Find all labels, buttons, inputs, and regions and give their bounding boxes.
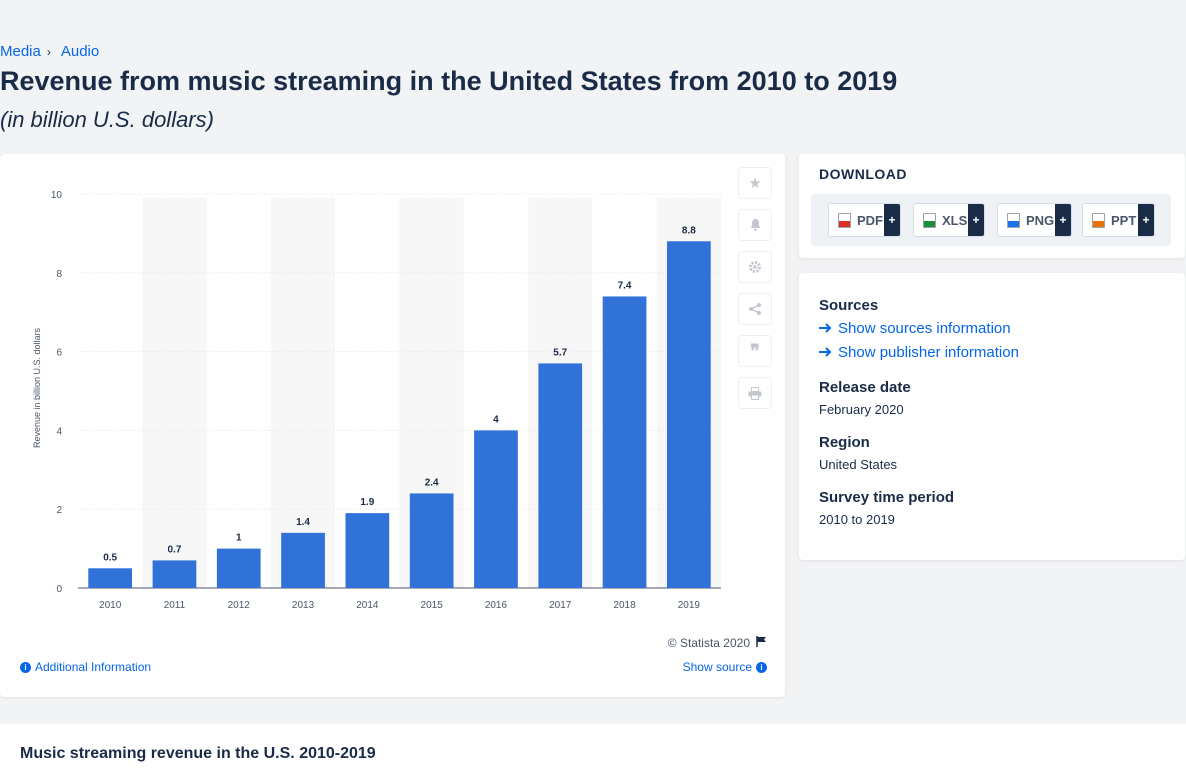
download-pdf-label: PDF bbox=[857, 212, 883, 228]
y-tick-label: 4 bbox=[56, 426, 62, 437]
x-tick-label: 2010 bbox=[99, 600, 122, 611]
data-label: 1.4 bbox=[296, 517, 310, 528]
bell-icon[interactable] bbox=[738, 209, 772, 241]
column-band bbox=[142, 198, 207, 588]
x-tick-label: 2017 bbox=[549, 600, 572, 611]
show-source-link[interactable]: Show source i bbox=[683, 660, 767, 674]
statistic-details-card: Sources Show sources information Show pu… bbox=[799, 273, 1185, 560]
x-tick-label: 2014 bbox=[356, 600, 379, 611]
survey-period-value: 2010 to 2019 bbox=[819, 512, 895, 527]
column-band bbox=[270, 198, 336, 588]
download-png-label: PNG bbox=[1026, 212, 1055, 228]
chevron-right-icon: › bbox=[46, 44, 51, 59]
download-xls-label: XLS bbox=[942, 212, 968, 228]
survey-period-heading: Survey time period bbox=[819, 489, 955, 506]
x-tick-label: 2019 bbox=[678, 600, 701, 611]
chart-tools: ★ ❞ bbox=[738, 167, 772, 409]
plus-icon[interactable]: + bbox=[1138, 204, 1154, 236]
arrow-right-icon bbox=[819, 344, 833, 361]
download-xls-button[interactable]: XLS + bbox=[913, 203, 985, 237]
download-title: DOWNLOAD bbox=[819, 166, 907, 182]
bar bbox=[152, 560, 197, 588]
plus-icon[interactable]: + bbox=[1055, 204, 1071, 236]
bar bbox=[88, 568, 133, 588]
bar bbox=[409, 493, 454, 588]
copyright-text: © Statista 2020 bbox=[667, 636, 750, 650]
print-icon[interactable] bbox=[738, 377, 772, 409]
pdf-file-icon bbox=[838, 212, 851, 228]
additional-info-label: Additional Information bbox=[35, 660, 152, 674]
show-publisher-label: Show publisher information bbox=[838, 344, 1019, 361]
star-icon[interactable]: ★ bbox=[738, 167, 772, 199]
plus-icon[interactable]: + bbox=[968, 204, 984, 236]
bar bbox=[474, 430, 518, 588]
sources-heading: Sources bbox=[819, 297, 879, 314]
breadcrumb-media[interactable]: Media bbox=[0, 43, 41, 60]
y-axis-title: Revenue in billion U.S. dollars bbox=[32, 327, 42, 448]
data-label: 5.7 bbox=[553, 347, 567, 358]
bar bbox=[602, 296, 647, 588]
arrow-right-icon bbox=[819, 320, 833, 337]
copyright: © Statista 2020 bbox=[668, 636, 767, 650]
png-file-icon bbox=[1007, 212, 1020, 228]
download-ppt-button[interactable]: PPT + bbox=[1082, 203, 1155, 237]
download-png-button[interactable]: PNG + bbox=[997, 203, 1072, 237]
show-sources-label: Show sources information bbox=[838, 320, 1011, 337]
bar bbox=[216, 548, 261, 588]
page-title: Revenue from music streaming in the Unit… bbox=[0, 66, 898, 96]
chart-card: 0 2 4 6 8 10 0.5 2010 0.7 2011 1 2012 1.4 2013 1.9 2014… bbox=[0, 154, 785, 697]
breadcrumb: Media › Audio bbox=[0, 43, 99, 60]
x-tick-label: 2015 bbox=[421, 600, 444, 611]
ppt-file-icon bbox=[1092, 212, 1105, 228]
bar bbox=[345, 513, 390, 588]
region-value: United States bbox=[819, 457, 898, 472]
x-tick-label: 2018 bbox=[613, 600, 636, 611]
xls-file-icon bbox=[923, 212, 936, 228]
download-card: DOWNLOAD PDF + XLS + PNG + PPT + bbox=[799, 154, 1185, 258]
data-label: 1.9 bbox=[360, 497, 374, 508]
x-tick-label: 2011 bbox=[164, 600, 186, 611]
data-label: 0.7 bbox=[167, 544, 181, 555]
plus-icon[interactable]: + bbox=[884, 204, 900, 236]
release-date-value: February 2020 bbox=[819, 402, 904, 417]
bar bbox=[666, 241, 711, 588]
bar bbox=[281, 532, 325, 588]
quote-icon[interactable]: ❞ bbox=[738, 335, 772, 367]
y-tick-label: 0 bbox=[56, 584, 62, 595]
flag-icon[interactable] bbox=[756, 636, 767, 650]
release-date-heading: Release date bbox=[819, 379, 911, 396]
download-ppt-label: PPT bbox=[1111, 212, 1137, 228]
y-tick-label: 8 bbox=[56, 269, 62, 280]
additional-info-link[interactable]: i Additional Information bbox=[20, 660, 151, 674]
top-bar bbox=[0, 0, 1186, 36]
data-label: 0.5 bbox=[103, 552, 117, 563]
y-tick-label: 6 bbox=[56, 348, 62, 359]
show-sources-link[interactable]: Show sources information bbox=[819, 320, 1011, 337]
data-label: 7.4 bbox=[618, 280, 632, 291]
description-card: Music streaming revenue in the U.S. 2010… bbox=[0, 724, 1186, 774]
info-icon: i bbox=[756, 661, 767, 673]
data-label: 2.4 bbox=[425, 477, 439, 488]
show-source-label: Show source bbox=[682, 660, 752, 674]
x-tick-label: 2012 bbox=[228, 600, 251, 611]
bar-chart: 0 2 4 6 8 10 0.5 2010 0.7 2011 1 2012 1.4 2013 1.9 2014… bbox=[32, 190, 721, 611]
y-tick-label: 10 bbox=[51, 190, 63, 201]
breadcrumb-audio[interactable]: Audio bbox=[60, 43, 100, 60]
data-label: 1 bbox=[236, 533, 242, 544]
download-buttons: PDF + XLS + PNG + PPT + bbox=[811, 194, 1171, 246]
data-label: 4 bbox=[493, 414, 499, 425]
data-label: 8.8 bbox=[682, 225, 696, 236]
share-icon[interactable] bbox=[738, 293, 772, 325]
x-tick-label: 2016 bbox=[485, 600, 508, 611]
bar bbox=[538, 363, 583, 588]
description-title: Music streaming revenue in the U.S. 2010… bbox=[20, 745, 376, 762]
download-pdf-button[interactable]: PDF + bbox=[828, 203, 901, 237]
x-tick-label: 2013 bbox=[292, 600, 315, 611]
info-icon: i bbox=[20, 661, 31, 673]
gear-icon[interactable] bbox=[738, 251, 772, 283]
region-heading: Region bbox=[819, 434, 870, 451]
show-publisher-link[interactable]: Show publisher information bbox=[819, 344, 1019, 361]
y-tick-label: 2 bbox=[56, 505, 62, 516]
page-subtitle: (in billion U.S. dollars) bbox=[0, 107, 214, 132]
